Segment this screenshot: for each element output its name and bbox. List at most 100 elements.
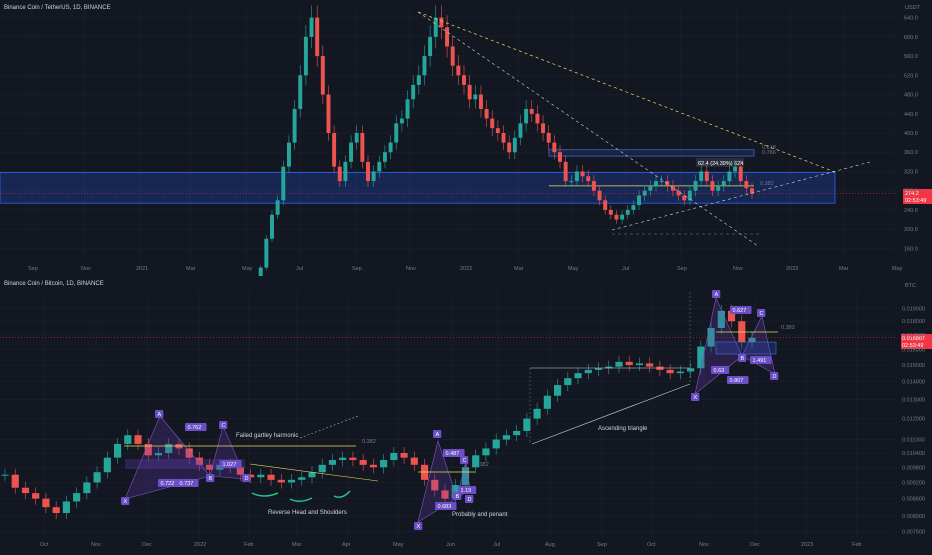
candle-body-usdt-74 (591, 181, 596, 191)
candle-body-usdt-69 (563, 161, 568, 182)
pattern3-c: C (760, 311, 764, 317)
candle-body-usdt-47 (439, 17, 444, 28)
measure-label-bg (696, 158, 744, 167)
candle-body-usdt-33 (360, 133, 365, 162)
time-tick-btc-0: Oct (40, 542, 49, 548)
price-badge-value-usdt: 274.2 (905, 191, 919, 197)
time-tick-usdt-12: Sep (677, 266, 687, 272)
candle-body-btc-57 (584, 369, 592, 374)
candle-body-usdt-38 (388, 142, 393, 153)
candle-body-usdt-70 (569, 181, 574, 183)
pattern3-c-bg (757, 309, 766, 317)
candle-body-btc-20 (206, 464, 214, 470)
pattern3-ratio-1-bg (730, 306, 752, 314)
pattern2-a: A (436, 432, 440, 438)
candle-body-btc-68 (697, 346, 705, 369)
time-tick-usdt-14: 2023 (786, 266, 798, 272)
pattern1-a: A (158, 412, 162, 418)
pattern2-ratio-3: 1.19 (461, 488, 472, 494)
candle-body-btc-38 (390, 452, 398, 461)
candle-body-usdt-43 (416, 75, 421, 85)
currency-label-btc: BTC (905, 283, 916, 289)
candle-body-usdt-84 (648, 185, 653, 191)
pattern3-a: A (715, 292, 719, 298)
candle-body-usdt-77 (608, 209, 613, 215)
candle-body-usdt-75 (597, 190, 602, 201)
candle-body-btc-23 (236, 467, 244, 475)
time-tick-usdt-5: Jul (296, 266, 303, 272)
pattern2-b: B (456, 494, 460, 500)
pattern2-c: C (463, 458, 467, 464)
pattern1-b-bg (206, 474, 215, 482)
candle-body-btc-47 (482, 448, 490, 456)
chart-bnb-btc[interactable]: Binance Coin / Bitcoin, 1D, BINANCE BTC … (0, 276, 932, 550)
candle-body-btc-71 (727, 310, 736, 322)
candle-body-btc-1 (11, 474, 19, 488)
candle-body-btc-66 (676, 371, 684, 374)
candle-body-btc-34 (349, 457, 357, 461)
candle-body-btc-26 (267, 474, 275, 480)
price-tick-btc-13: 0.008000 (902, 514, 925, 520)
candle-body-usdt-48 (445, 27, 450, 47)
pattern2-x: X (417, 524, 421, 530)
candle-body-usdt-40 (399, 118, 404, 124)
time-tick-btc-1: Nov (91, 542, 101, 548)
candle-body-usdt-29 (337, 166, 342, 182)
trendline-down-usdt (417, 11, 759, 247)
pattern1-c-bg (219, 421, 228, 429)
candle-body-btc-62 (635, 363, 644, 366)
price-tick-usdt-6: 400.0 (904, 131, 918, 137)
time-tick-usdt-11: Jul (622, 266, 629, 272)
candle-body-usdt-78 (614, 214, 619, 220)
chart-usdt-svg[interactable]: Binance Coin / TetherUS, 1D, BINANCE USD… (0, 0, 932, 314)
candle-body-usdt-62 (524, 108, 529, 124)
candle-body-usdt-31 (349, 142, 354, 162)
pattern2-ratio-2-bg (435, 502, 457, 510)
candle-body-usdt-20 (286, 142, 291, 167)
price-tick-btc-11: 0.009200 (902, 480, 925, 486)
candle-body-usdt-66 (546, 133, 551, 143)
candle-body-usdt-59 (507, 142, 512, 153)
candle-body-usdt-98 (727, 171, 732, 182)
price-tick-usdt-8: 320.0 (904, 169, 918, 175)
candle-body-usdt-97 (721, 181, 726, 186)
time-tick-btc-3: 2022 (194, 542, 206, 548)
price-tick-btc-7: 0.012000 (902, 417, 925, 423)
pattern3-d: D (773, 374, 777, 380)
time-tick-btc-16: Feb (852, 542, 861, 548)
chart-bnb-usdt[interactable]: Binance Coin / TetherUS, 1D, BINANCE USD… (0, 0, 932, 314)
candle-body-btc-58 (594, 368, 603, 370)
candle-body-usdt-22 (298, 75, 303, 109)
candle-body-btc-36 (369, 464, 377, 468)
candle-body-btc-5 (52, 507, 60, 514)
chart-title-btc: Binance Coin / Bitcoin, 1D, BINANCE (4, 281, 104, 287)
fib-382-label-b: 0.382 (475, 462, 489, 468)
time-tick-btc-12: Oct (647, 542, 656, 548)
pattern1-ratio-3-bg (158, 479, 180, 487)
candle-body-btc-18 (185, 448, 193, 458)
time-tick-usdt-0: Sep (28, 266, 38, 272)
time-tick-btc-13: Nov (699, 542, 709, 548)
pattern1-c: C (222, 423, 226, 429)
price-tick-btc-0: 0.019000 (902, 306, 925, 312)
candle-body-btc-15 (154, 452, 163, 456)
candle-body-btc-13 (134, 435, 142, 444)
candle-body-usdt-44 (422, 56, 427, 76)
price-tick-usdt-11: 200.0 (904, 227, 918, 233)
candle-body-usdt-91 (687, 190, 692, 201)
pattern1-ratio-4: 0.737 (180, 481, 194, 487)
candle-body-usdt-18 (275, 200, 280, 215)
candle-body-usdt-61 (518, 123, 523, 138)
candle-body-btc-10 (103, 457, 111, 473)
time-tick-usdt-1: Nov (81, 266, 91, 272)
chart-btc-svg[interactable]: Binance Coin / Bitcoin, 1D, BINANCE BTC … (0, 276, 932, 550)
time-tick-btc-10: Aug (545, 542, 555, 548)
candle-body-usdt-42 (411, 84, 416, 100)
pattern3-ratio-4-bg (727, 376, 749, 384)
time-tick-btc-5: Mar (292, 542, 302, 548)
candle-body-usdt-68 (558, 152, 562, 162)
candle-body-usdt-35 (371, 171, 376, 182)
pattern3-ratio-3: 0.63 (714, 368, 725, 374)
price-badge-value-btc: 0.016807 (902, 336, 925, 342)
candle-body-usdt-89 (676, 190, 681, 196)
